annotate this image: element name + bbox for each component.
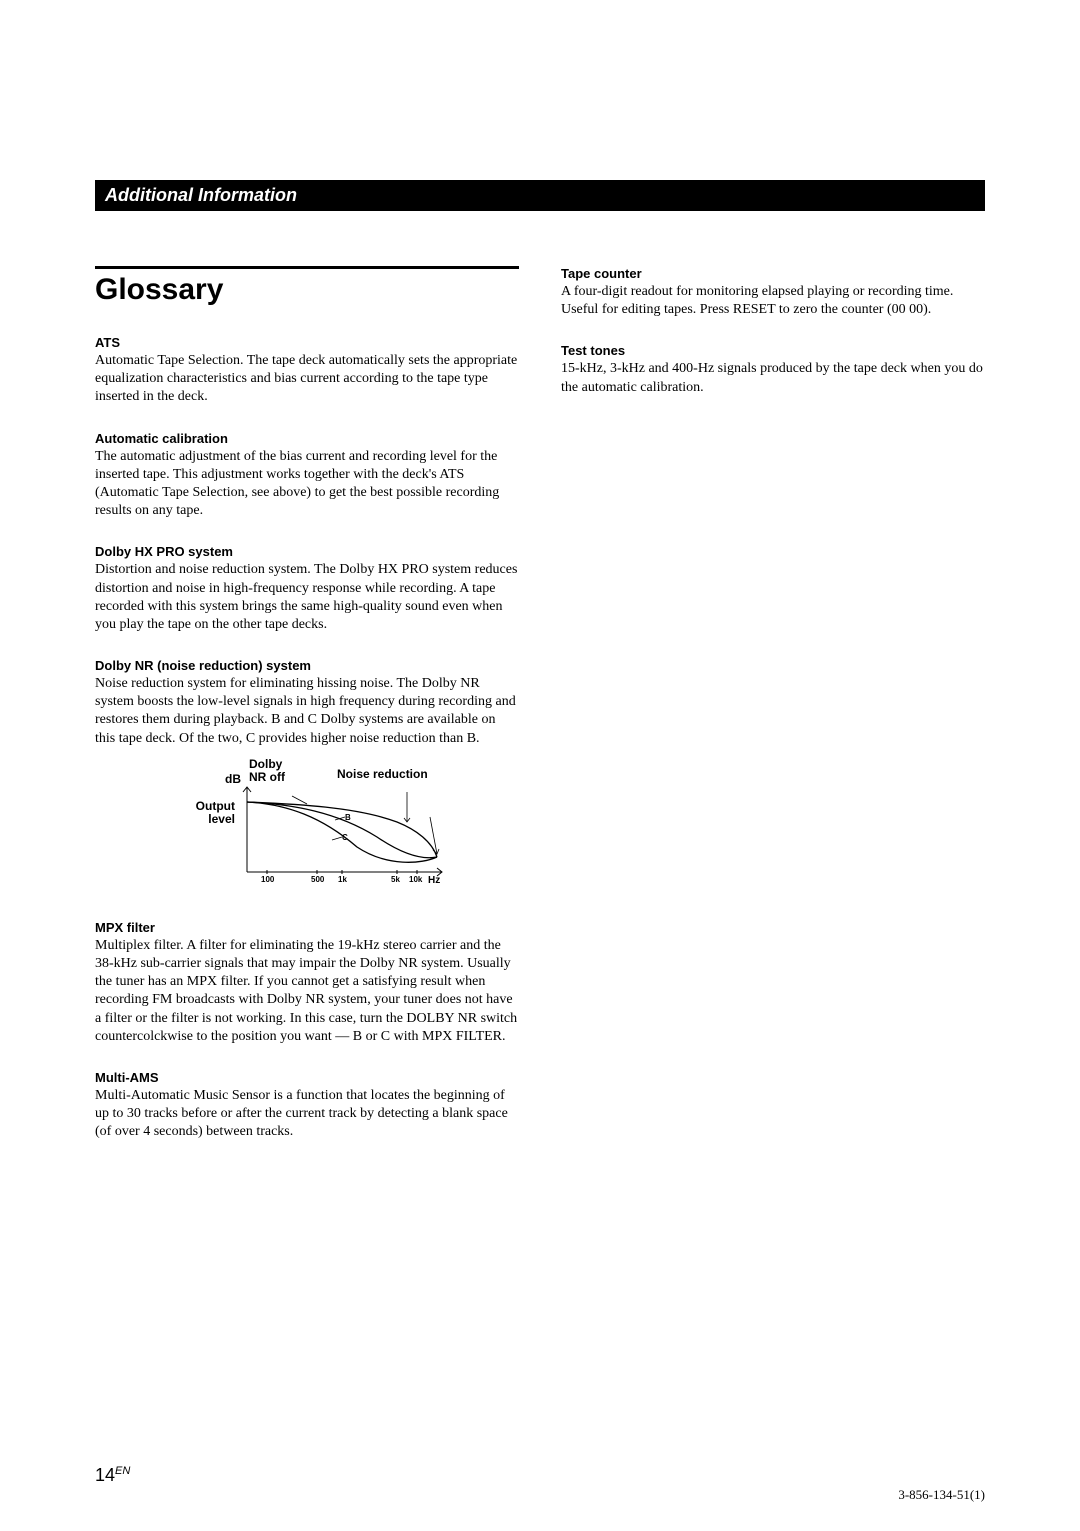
chart-label-dolby-off: Dolby NR off [249,758,299,784]
def-mpx: Multiplex filter. A filter for eliminati… [95,937,519,1046]
left-column: Glossary ATS Automatic Tape Selection. T… [95,266,519,1166]
term-dolby-nr: Dolby NR (noise reduction) system [95,658,519,673]
term-tape-counter: Tape counter [561,266,985,281]
chart-label-output: Output level [175,800,235,826]
dolby-nr-chart: dB Output level Dolby NR off Noise reduc… [167,772,447,892]
document-id: 3-856-134-51(1) [898,1487,985,1503]
chart-tick-10k: 10k [409,875,422,884]
def-multi-ams: Multi-Automatic Music Sensor is a functi… [95,1087,519,1142]
def-ats: Automatic Tape Selection. The tape deck … [95,352,519,407]
term-multi-ams: Multi-AMS [95,1070,519,1085]
page-number: 14EN [95,1465,130,1486]
chart-curve-c-label: C [342,833,348,842]
title-rule [95,266,519,269]
term-mpx: MPX filter [95,920,519,935]
term-ats: ATS [95,335,519,350]
def-dolby-nr: Noise reduction system for eliminating h… [95,675,519,748]
page-lang: EN [115,1465,130,1477]
chart-tick-100: 100 [261,875,274,884]
chart-tick-5k: 5k [391,875,400,884]
page-title: Glossary [95,273,519,307]
page-number-value: 14 [95,1465,115,1485]
chart-label-noise-red: Noise reduction [337,767,428,781]
term-auto-cal: Automatic calibration [95,431,519,446]
term-test-tones: Test tones [561,343,985,358]
curve-off [247,802,437,857]
def-auto-cal: The automatic adjustment of the bias cur… [95,448,519,521]
chart-curve-b-label: B [345,813,351,822]
chart-x-axis: Hz [428,875,440,886]
right-column: Tape counter A four-digit readout for mo… [561,266,985,1166]
def-test-tones: 15-kHz, 3-kHz and 400-Hz signals produce… [561,360,985,396]
def-dolby-hx: Distortion and noise reduction system. T… [95,561,519,634]
section-header-text: Additional Information [105,185,297,205]
def-tape-counter: A four-digit readout for monitoring elap… [561,283,985,319]
section-header: Additional Information [95,180,985,211]
chart-tick-1k: 1k [338,875,347,884]
curve-b [247,802,437,858]
content-columns: Glossary ATS Automatic Tape Selection. T… [95,266,985,1166]
chart-svg [237,782,447,882]
chart-tick-500: 500 [311,875,324,884]
term-dolby-hx: Dolby HX PRO system [95,544,519,559]
